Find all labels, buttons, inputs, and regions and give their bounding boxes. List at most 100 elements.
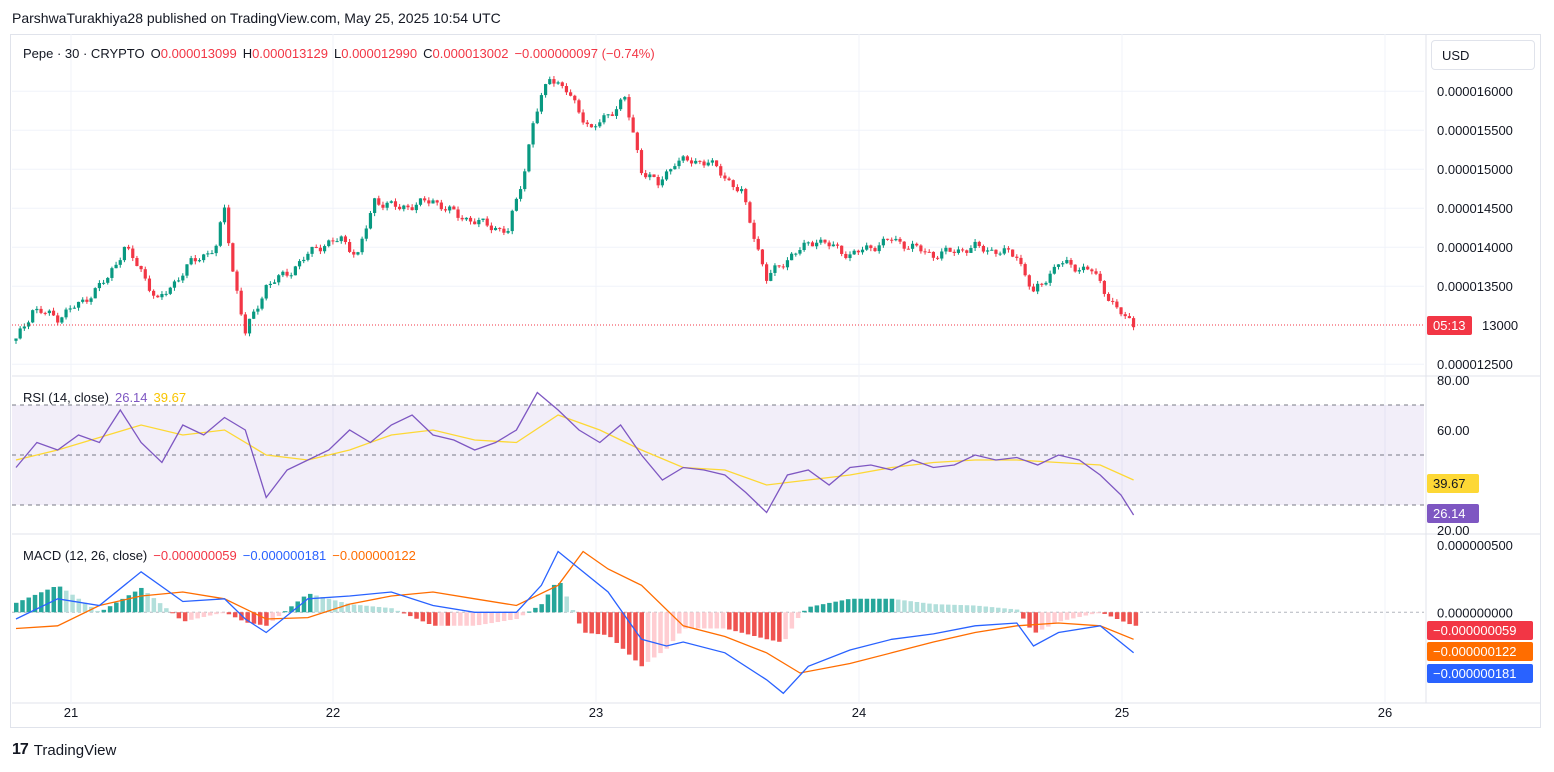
- candle-body: [956, 249, 961, 253]
- candle-body: [577, 100, 581, 113]
- candle-body: [485, 218, 489, 226]
- candle-body: [1023, 264, 1027, 276]
- candle-body: [60, 317, 64, 323]
- candle-body: [748, 202, 752, 223]
- macd-histogram-bar: [314, 595, 319, 613]
- macd-histogram-bar: [1008, 608, 1014, 613]
- countdown-tag: 05:13: [1427, 316, 1472, 335]
- candle-body: [293, 266, 297, 276]
- macd-histogram-bar: [370, 606, 376, 613]
- candle-body: [835, 244, 840, 246]
- macd-histogram-bar: [139, 587, 144, 613]
- candle-body: [356, 252, 360, 255]
- price-tick-label: 0.000014500: [1437, 201, 1513, 216]
- rsi-line: [15, 391, 1135, 516]
- candle-body: [689, 160, 694, 164]
- footer-brand[interactable]: 17 TradingView: [12, 741, 116, 759]
- candle-body: [923, 251, 927, 253]
- macd-legend-name[interactable]: MACD (12, 26, close): [23, 548, 148, 563]
- macd-histogram-bar: [501, 612, 507, 622]
- candle-body: [660, 179, 664, 186]
- macd-histogram-bar: [889, 598, 895, 613]
- macd-histogram-bar: [470, 612, 476, 626]
- candle-body: [322, 246, 327, 252]
- candle-body: [218, 222, 222, 246]
- macd-legend-value: −0.000000181: [242, 548, 327, 563]
- macd-histogram-bar: [989, 607, 995, 613]
- time-tick-label: 23: [589, 705, 603, 720]
- macd-histogram-bar: [770, 612, 776, 641]
- macd-hist-legend-value: −0.000000059: [153, 548, 237, 563]
- candle-body: [393, 201, 398, 207]
- candle-body: [272, 282, 277, 284]
- candle-body: [493, 227, 498, 231]
- rsi-tick-label: 80.00: [1437, 373, 1470, 388]
- candle-body: [110, 268, 114, 278]
- candle-body: [990, 249, 994, 251]
- macd-histogram-bar: [858, 598, 863, 613]
- candle-body: [981, 245, 986, 252]
- price-tick-label: 0.000012500: [1437, 357, 1513, 372]
- candle-body: [919, 245, 923, 252]
- macd-histogram-bar: [939, 604, 945, 613]
- candle-body: [585, 122, 589, 125]
- open-label: O: [150, 46, 161, 61]
- macd-histogram-bar: [408, 612, 413, 617]
- candle-body: [986, 250, 990, 252]
- candle-body: [940, 251, 944, 259]
- candle-body: [498, 227, 502, 229]
- candle-body: [648, 174, 652, 178]
- candle-body: [93, 288, 97, 299]
- candle-body: [589, 124, 594, 128]
- macd-histogram-bar: [914, 601, 920, 613]
- candle-body: [560, 82, 564, 87]
- candle-body: [865, 245, 869, 250]
- candle-body: [781, 266, 785, 268]
- currency-button[interactable]: USD: [1431, 40, 1535, 70]
- candle-body: [844, 253, 848, 259]
- symbol-label[interactable]: Pepe · 30 · CRYPTO: [23, 46, 145, 61]
- macd-histogram-bar: [257, 612, 263, 625]
- macd-histogram-bar: [1014, 609, 1020, 613]
- macd-histogram-bar: [245, 612, 250, 623]
- macd-histogram-bar: [1121, 612, 1126, 622]
- rsi-tick-label: 60.00: [1437, 423, 1470, 438]
- candle-body: [431, 200, 435, 204]
- macd-hist-tag: −0.000000059: [1427, 621, 1533, 640]
- price-tick-label: 0.000016000: [1437, 84, 1513, 99]
- rsi-legend: RSI (14, close) 26.14 39.67: [23, 390, 192, 405]
- candle-body: [164, 293, 168, 295]
- candle-body: [902, 241, 906, 249]
- macd-histogram-bar: [358, 605, 363, 613]
- candle-body: [869, 245, 873, 249]
- macd-histogram-bar: [401, 612, 407, 614]
- macd-histogram-bar: [802, 610, 807, 613]
- candle-body: [548, 79, 552, 85]
- macd-histogram-bar: [182, 612, 188, 622]
- candle-body: [719, 166, 723, 176]
- macd-legend: MACD (12, 26, close) −0.000000059 −0.00000…: [23, 548, 422, 563]
- candle-body: [177, 280, 181, 282]
- macd-histogram-bar: [727, 612, 732, 630]
- candle-body: [502, 228, 506, 233]
- macd-histogram-bar: [533, 607, 538, 613]
- candle-body: [435, 200, 439, 203]
- candle-body: [143, 269, 147, 279]
- price-tick-label: 0.000015000: [1437, 162, 1513, 177]
- macd-histogram-bar: [827, 602, 832, 613]
- candle-body: [43, 312, 47, 314]
- last-price-suffix: 13000: [1482, 318, 1519, 333]
- candle-body: [318, 247, 323, 252]
- macd-histogram-bar: [964, 605, 970, 613]
- candle-body: [256, 308, 260, 312]
- candle-body: [443, 209, 448, 211]
- macd-histogram-bar: [207, 612, 213, 616]
- macd-histogram-bar: [870, 598, 876, 613]
- rsi-legend-name[interactable]: RSI (14, close): [23, 390, 109, 405]
- candle-body: [1052, 266, 1056, 274]
- macd-histogram-bar: [576, 612, 582, 624]
- macd-histogram-bar: [333, 600, 338, 613]
- candle-body: [819, 239, 823, 243]
- candle-body: [243, 314, 247, 334]
